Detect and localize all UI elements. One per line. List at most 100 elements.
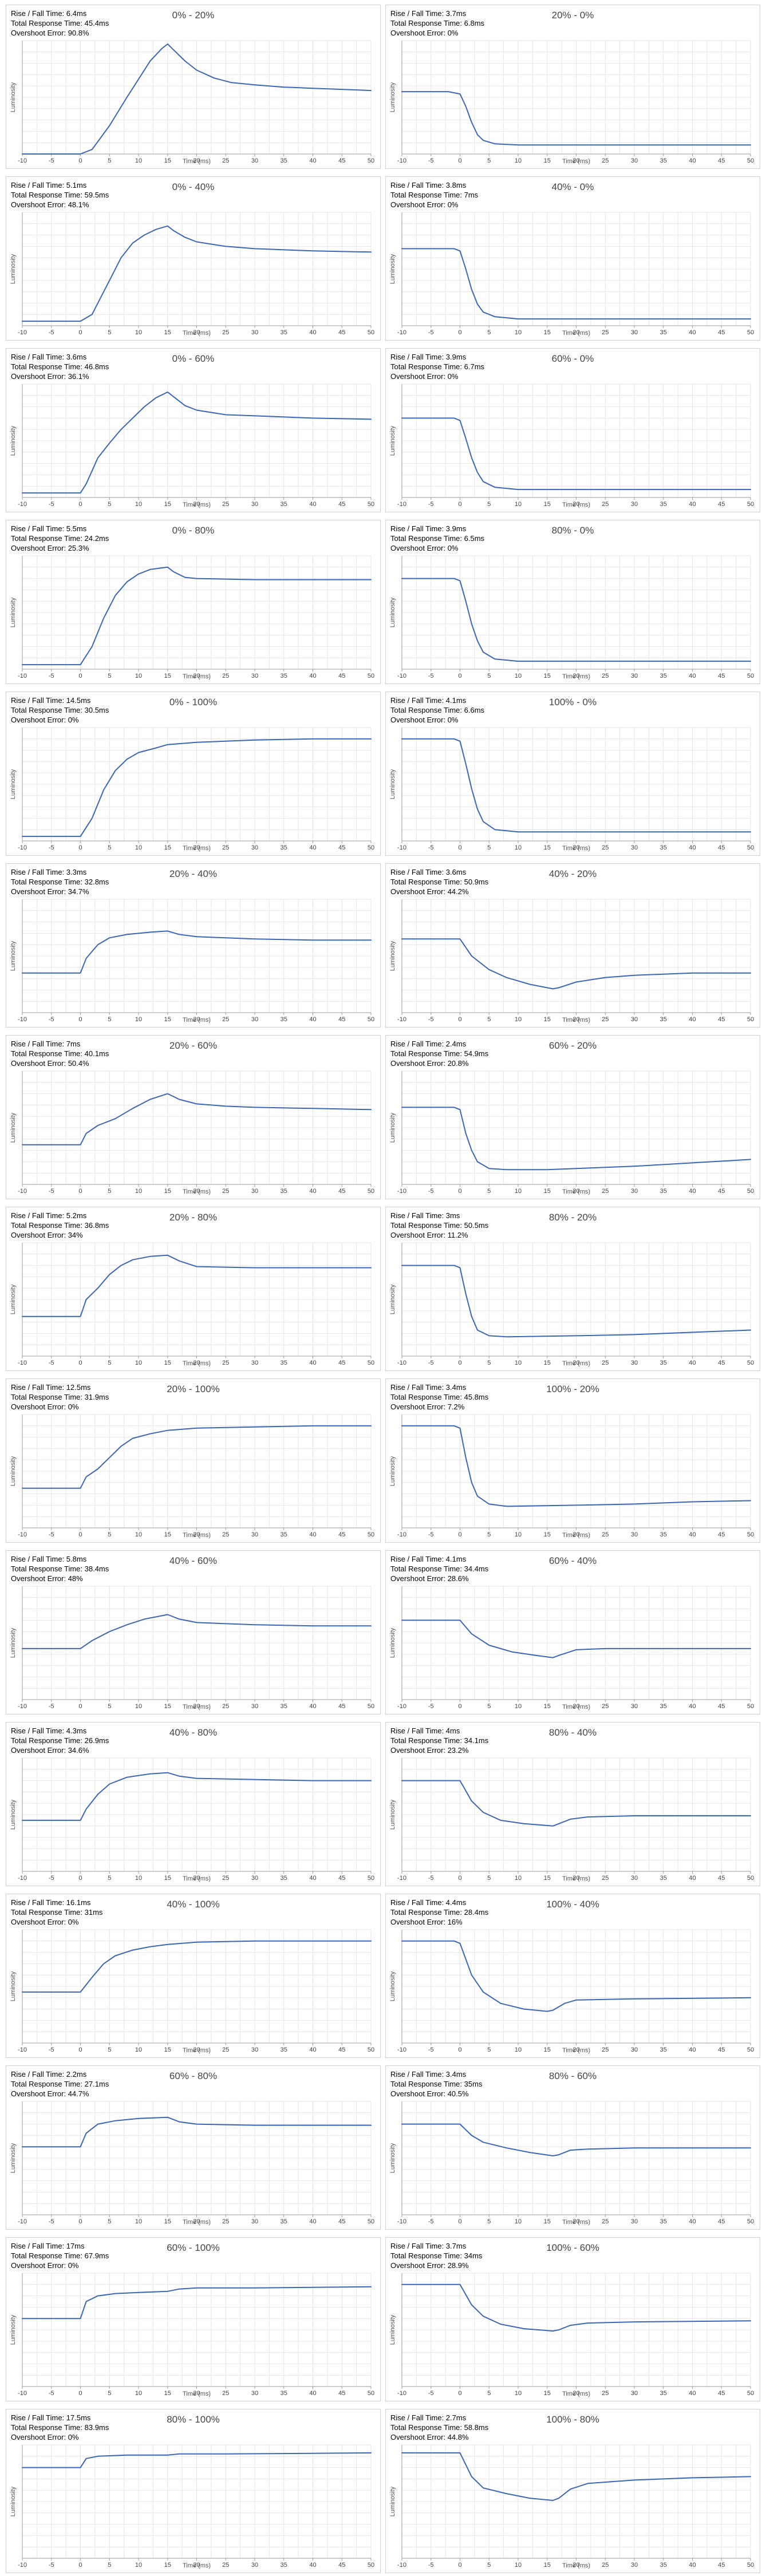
x-tick-label: 10 [515,1875,522,1882]
x-tick-label: 25 [222,501,229,508]
x-tick-label: 20 [193,1531,200,1538]
x-tick-label: 10 [515,2218,522,2225]
chart-svg: -10 -5 0 5 10 15 20 25 30 35 40 45 50 Time (ms) Lumino… [10,1070,374,1195]
x-axis-label: Time (ms) [562,501,590,508]
x-tick-label: 35 [660,2562,667,2569]
x-axis-label: Time (ms) [562,330,590,337]
chart-title: 100% - 40% [546,1899,599,1910]
x-tick-label: 5 [108,2218,111,2225]
stats-block: Rise / Fall Time: 3.9ms Total Response Ti… [390,524,484,553]
x-tick-label: 50 [368,329,374,336]
x-tick-label: 15 [164,1016,171,1023]
x-tick-label: 15 [164,1188,171,1195]
x-axis-label: Time (ms) [562,2047,590,2054]
y-axis-label: Luminosity [10,1971,17,2001]
x-tick-label: 10 [135,2046,142,2053]
x-tick-label: 25 [602,1875,609,1882]
stats-block: Rise / Fall Time: 5.8ms Total Response Ti… [11,1554,109,1583]
x-tick-label: 25 [222,2218,229,2225]
x-tick-label: 40 [689,1703,696,1710]
x-tick-label: 15 [164,1703,171,1710]
total-response-time: Total Response Time: 6.6ms [390,706,485,714]
x-tick-label: 50 [368,1875,374,1882]
rise-fall-time: Rise / Fall Time: 7ms [11,1040,81,1048]
chart-panel: -10 -5 0 5 10 15 20 25 30 35 40 45 50 Time (ms) Lumino… [385,863,760,1028]
overshoot-error: Overshoot Error: 44.2% [390,887,469,896]
x-tick-label: 45 [718,329,725,336]
y-axis-label: Luminosity [10,2314,17,2345]
x-tick-label: 45 [718,157,725,164]
y-axis-label: Luminosity [389,2143,396,2173]
overshoot-error: Overshoot Error: 25.3% [11,544,89,552]
x-tick-label: 0 [458,1188,461,1195]
x-tick-label: 25 [222,157,229,164]
x-tick-label: 25 [602,329,609,336]
x-tick-label: -5 [428,1188,434,1195]
x-tick-label: 5 [487,844,491,851]
x-tick-label: 40 [309,1016,316,1023]
x-tick-label: 10 [135,1703,142,1710]
chart-title: 80% - 20% [548,1212,597,1223]
total-response-time: Total Response Time: 67.9ms [11,2251,109,2260]
x-tick-label: 45 [718,1531,725,1538]
x-tick-label: -10 [397,1875,406,1882]
x-tick-label: 30 [251,1016,258,1023]
x-tick-label: 40 [309,2390,316,2397]
x-tick-label: 50 [368,1531,374,1538]
total-response-time: Total Response Time: 38.4ms [11,1564,109,1573]
series-line [22,1425,372,1489]
x-tick-label: 5 [487,2046,491,2053]
x-tick-label: 10 [135,673,142,679]
x-axis-label: Time (ms) [562,1704,590,1710]
x-tick-label: 0 [458,157,461,164]
rise-fall-time: Rise / Fall Time: 3ms [390,1211,460,1220]
total-response-time: Total Response Time: 54.9ms [390,1049,489,1058]
x-tick-label: 20 [193,1016,200,1023]
x-tick-label: 0 [78,501,82,508]
y-axis-label: Luminosity [389,2314,396,2345]
x-tick-label: 0 [78,329,82,336]
total-response-time: Total Response Time: 31ms [11,1908,103,1917]
x-tick-label: 20 [572,673,579,679]
x-tick-label: 25 [602,673,609,679]
x-tick-label: 5 [108,1188,111,1195]
x-tick-label: 45 [338,1703,345,1710]
x-axis-label: Time (ms) [183,1704,211,1710]
x-tick-label: 5 [487,2218,491,2225]
x-tick-label: 45 [338,2218,345,2225]
x-tick-label: 20 [193,1188,200,1195]
series-line [22,738,372,837]
x-tick-label: 0 [458,329,461,336]
x-tick-label: -10 [18,844,27,851]
x-tick-label: 20 [193,157,200,164]
x-tick-label: 0 [78,1016,82,1023]
overshoot-error: Overshoot Error: 0% [11,1918,79,1926]
series-line [401,1425,751,1507]
x-tick-label: -5 [428,2218,434,2225]
x-tick-label: -5 [49,157,54,164]
overshoot-error: Overshoot Error: 0% [390,372,459,381]
x-tick-label: 25 [602,2218,609,2225]
overshoot-error: Overshoot Error: 40.5% [390,2089,469,2098]
x-tick-label: 50 [368,501,374,508]
chart-title: 80% - 0% [551,525,594,536]
x-tick-label: 45 [338,1016,345,1023]
x-tick-label: -5 [49,1875,54,1882]
x-tick-label: 0 [458,2562,461,2569]
x-tick-label: 40 [689,2562,696,2569]
x-tick-label: 40 [689,329,696,336]
x-tick-label: -10 [397,844,406,851]
chart-svg: -10 -5 0 5 10 15 20 25 30 35 40 45 50 Time (ms) Lumino… [389,1070,754,1195]
stats-block: Rise / Fall Time: 3.9ms Total Response Ti… [390,352,484,381]
x-tick-label: -10 [397,501,406,508]
overshoot-error: Overshoot Error: 48.1% [11,200,89,209]
x-tick-label: 15 [544,1188,551,1195]
y-axis-label: Luminosity [10,2143,17,2173]
y-axis-label: Luminosity [389,2486,396,2516]
stats-block: Rise / Fall Time: 3.6ms Total Response Ti… [390,867,488,896]
x-tick-label: 25 [602,501,609,508]
series-line [22,43,372,155]
x-tick-label: 35 [660,1531,667,1538]
x-tick-label: -5 [428,2562,434,2569]
total-response-time: Total Response Time: 50.9ms [390,878,489,886]
